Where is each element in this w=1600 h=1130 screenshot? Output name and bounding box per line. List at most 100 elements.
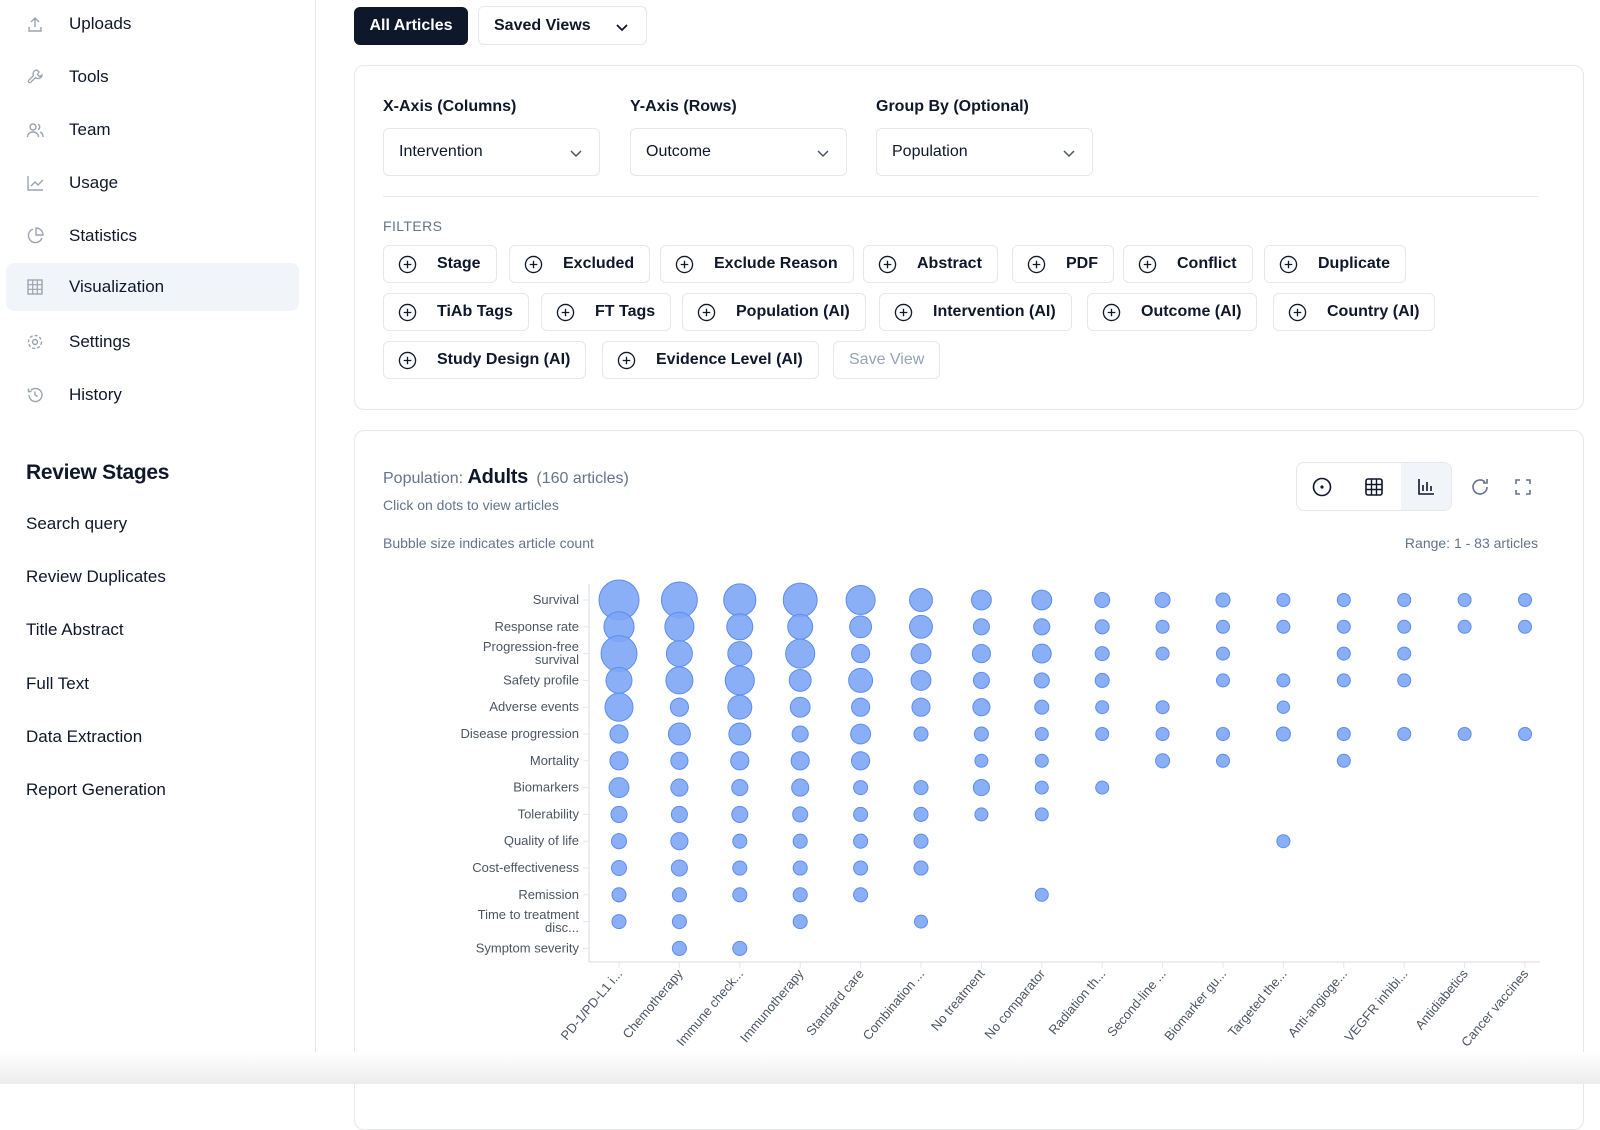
bubble[interactable]: [1094, 619, 1110, 635]
stage-link[interactable]: Data Extraction: [26, 726, 143, 746]
refresh-button[interactable]: [1469, 476, 1491, 503]
bubble[interactable]: [609, 724, 629, 744]
bubble[interactable]: [1336, 592, 1351, 608]
sidebar-item-usage[interactable]: Usage: [6, 159, 299, 207]
bubble[interactable]: [913, 833, 929, 849]
bubble[interactable]: [911, 697, 931, 717]
bubble[interactable]: [671, 914, 687, 930]
filter-chip[interactable]: Outcome (AI): [1087, 293, 1258, 331]
bubble[interactable]: [1155, 619, 1170, 634]
bubble[interactable]: [665, 666, 694, 695]
bubble[interactable]: [1215, 726, 1231, 742]
bubble[interactable]: [913, 726, 929, 742]
bubble[interactable]: [1155, 753, 1171, 769]
bubble[interactable]: [787, 613, 814, 640]
bubble[interactable]: [972, 779, 990, 797]
bubble[interactable]: [792, 914, 808, 930]
filter-chip[interactable]: PDF: [1012, 245, 1114, 283]
bubble[interactable]: [1034, 807, 1049, 822]
filter-chip[interactable]: Study Design (AI): [383, 341, 587, 379]
x-axis-select[interactable]: Intervention: [383, 128, 600, 176]
bubble[interactable]: [731, 805, 749, 823]
bubble[interactable]: [730, 751, 750, 771]
bubble[interactable]: [724, 665, 755, 696]
bubble[interactable]: [1033, 618, 1051, 636]
bubble[interactable]: [851, 697, 871, 717]
filter-chip[interactable]: Abstract: [863, 245, 998, 283]
bubble[interactable]: [851, 644, 871, 664]
bubble[interactable]: [1094, 646, 1110, 662]
bubble[interactable]: [972, 671, 990, 689]
bubble[interactable]: [608, 777, 630, 799]
stage-link[interactable]: Report Generation: [26, 780, 166, 799]
bubble[interactable]: [1033, 672, 1050, 689]
bubble[interactable]: [850, 723, 872, 745]
chart-view-button[interactable]: [1401, 463, 1451, 510]
filter-chip[interactable]: FT Tags: [541, 293, 672, 331]
bubble[interactable]: [785, 638, 816, 669]
all-articles-button[interactable]: All Articles: [354, 7, 468, 45]
table-view-button[interactable]: [1349, 463, 1399, 510]
filter-chip[interactable]: Evidence Level (AI): [602, 341, 819, 379]
bubble[interactable]: [1034, 753, 1049, 768]
bubble[interactable]: [1094, 672, 1110, 688]
bubble[interactable]: [1215, 646, 1231, 661]
sidebar-item-uploads[interactable]: Uploads: [6, 0, 299, 48]
bubble[interactable]: [1336, 726, 1351, 742]
bubble[interactable]: [1155, 646, 1170, 661]
bubble[interactable]: [909, 588, 933, 612]
bubble[interactable]: [1095, 780, 1110, 795]
bubble[interactable]: [1094, 591, 1111, 609]
bubble[interactable]: [670, 859, 688, 877]
bubble[interactable]: [731, 779, 749, 797]
sidebar-item-history[interactable]: History: [6, 371, 299, 419]
save-view-button[interactable]: Save View: [833, 341, 941, 379]
bubble[interactable]: [669, 697, 689, 717]
bubble[interactable]: [670, 751, 689, 770]
bubble[interactable]: [910, 669, 932, 691]
bubble[interactable]: [853, 860, 869, 876]
sidebar-item-team[interactable]: Team: [6, 106, 299, 154]
bubble[interactable]: [1154, 591, 1171, 609]
bubble[interactable]: [609, 751, 629, 771]
bubble[interactable]: [665, 640, 693, 668]
bubble[interactable]: [1034, 887, 1049, 902]
stage-link[interactable]: Full Text: [26, 673, 89, 693]
bubble[interactable]: [791, 778, 810, 797]
bubble[interactable]: [1336, 673, 1351, 688]
bubble[interactable]: [849, 615, 873, 639]
bubble[interactable]: [971, 644, 991, 664]
bubble[interactable]: [1095, 726, 1110, 742]
bubble[interactable]: [913, 806, 929, 822]
bubble[interactable]: [670, 832, 689, 851]
bubble[interactable]: [1397, 619, 1412, 634]
bubble[interactable]: [1215, 592, 1231, 608]
bubble[interactable]: [974, 807, 989, 822]
bubble[interactable]: [973, 726, 989, 742]
bubble[interactable]: [1517, 619, 1533, 634]
y-axis-select[interactable]: Outcome: [630, 128, 847, 176]
bubble[interactable]: [605, 666, 633, 694]
bubble[interactable]: [1397, 592, 1412, 608]
filter-chip[interactable]: Exclude Reason: [660, 245, 854, 283]
sidebar-item-settings[interactable]: Settings: [6, 318, 299, 366]
bubble[interactable]: [1276, 619, 1291, 634]
fullscreen-button[interactable]: [1513, 477, 1533, 502]
bubble[interactable]: [792, 806, 809, 823]
bubble[interactable]: [1457, 592, 1472, 608]
bubble[interactable]: [600, 635, 638, 673]
bubble[interactable]: [1034, 726, 1049, 742]
stage-link[interactable]: Review Duplicates: [26, 567, 166, 587]
bubble[interactable]: [972, 698, 991, 717]
group-by-select[interactable]: Population: [876, 128, 1093, 176]
bubble[interactable]: [1397, 673, 1412, 688]
filter-chip[interactable]: Conflict: [1123, 245, 1253, 283]
filter-chip[interactable]: TiAb Tags: [383, 293, 529, 331]
bubble[interactable]: [853, 833, 869, 849]
filter-chip[interactable]: Excluded: [509, 245, 651, 283]
bubble[interactable]: [789, 696, 811, 718]
bubble[interactable]: [1215, 753, 1231, 768]
bubble[interactable]: [604, 692, 634, 722]
sidebar-item-visualization[interactable]: Visualization: [6, 263, 299, 311]
bubble[interactable]: [610, 833, 628, 850]
